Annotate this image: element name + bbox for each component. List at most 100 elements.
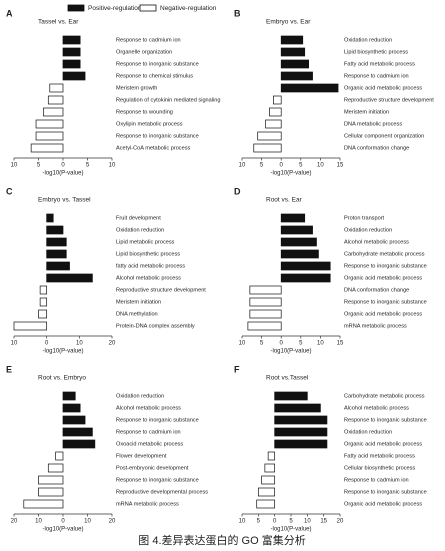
category-label: Reproductive structure development bbox=[344, 97, 434, 103]
bar bbox=[280, 249, 319, 259]
category-label: Response to inorganic substance bbox=[344, 263, 427, 269]
bar bbox=[274, 427, 328, 437]
bar bbox=[256, 499, 276, 509]
bar bbox=[62, 47, 81, 57]
category-label: Organic acid metabolic process bbox=[344, 311, 422, 317]
category-label: Post-embryonic development bbox=[116, 465, 189, 471]
category-label: Lipid biosynthetic process bbox=[116, 251, 180, 257]
category-label: Organelle organization bbox=[116, 49, 172, 55]
x-tick-label: 15 bbox=[337, 341, 344, 347]
bar bbox=[46, 249, 67, 259]
category-label: Fruit development bbox=[116, 215, 161, 221]
category-label: Oxoacid metabolic process bbox=[116, 441, 183, 447]
x-tick-label: 0 bbox=[280, 163, 284, 169]
category-label: Response to cadmium ion bbox=[344, 477, 409, 483]
bar bbox=[38, 475, 64, 485]
bar bbox=[280, 261, 331, 271]
bar bbox=[38, 487, 64, 497]
category-label: Oxidation reduction bbox=[116, 393, 164, 399]
bar bbox=[253, 143, 282, 153]
bar bbox=[23, 499, 64, 509]
x-tick-label: 5 bbox=[37, 163, 41, 169]
category-label: Response to wounding bbox=[116, 109, 173, 115]
x-tick-label: 10 bbox=[304, 519, 311, 525]
bar bbox=[249, 285, 282, 295]
bar bbox=[49, 83, 64, 93]
category-label: Carbohydrate metabolic process bbox=[344, 393, 425, 399]
bar bbox=[273, 95, 282, 105]
category-label: Fatty acid metabolic process bbox=[344, 453, 415, 459]
category-label: Oxidation reduction bbox=[344, 227, 392, 233]
bar bbox=[280, 47, 306, 57]
bar bbox=[47, 95, 64, 105]
category-label: Cellular component organization bbox=[344, 133, 424, 139]
bar bbox=[47, 463, 64, 473]
panel-letter: A bbox=[6, 8, 13, 18]
category-label: Response to cadmium ion bbox=[344, 73, 409, 79]
legend-swatch bbox=[139, 4, 157, 12]
x-tick-label: 10 bbox=[317, 341, 324, 347]
panel-title: Tassel vs. Ear bbox=[38, 19, 79, 26]
category-label: mRNA metabolic process bbox=[344, 323, 407, 329]
bar bbox=[43, 107, 64, 117]
x-tick-label: 10 bbox=[239, 341, 246, 347]
bar bbox=[274, 403, 321, 413]
bar bbox=[39, 285, 48, 295]
bar bbox=[269, 107, 282, 117]
category-label: Response to cadmium ion bbox=[116, 37, 181, 43]
x-tick-label: 0 bbox=[45, 341, 49, 347]
x-tick-label: 10 bbox=[317, 163, 324, 169]
bar bbox=[62, 403, 81, 413]
x-tick-label: 20 bbox=[109, 519, 116, 525]
caption: 图 4.差异表达蛋白的 GO 富集分析 bbox=[138, 533, 305, 547]
category-label: Oxidation reduction bbox=[116, 227, 164, 233]
bar bbox=[280, 59, 309, 69]
x-tick-label: 5 bbox=[260, 163, 264, 169]
panel-letter: D bbox=[234, 186, 241, 196]
bar bbox=[274, 415, 328, 425]
bar bbox=[62, 71, 86, 81]
category-label: Oxidation reduction bbox=[344, 429, 392, 435]
panel-title: Root vs. Ear bbox=[266, 197, 303, 204]
category-label: Response to inorganic substance bbox=[116, 133, 199, 139]
x-tick-label: 15 bbox=[337, 163, 344, 169]
x-tick-label: 0 bbox=[280, 341, 284, 347]
x-tick-label: 20 bbox=[109, 341, 116, 347]
bar bbox=[247, 321, 282, 331]
bar bbox=[13, 321, 48, 331]
x-tick-label: 10 bbox=[239, 163, 246, 169]
x-tick-label: 5 bbox=[289, 519, 293, 525]
legend-label: Negative-regulation bbox=[160, 5, 217, 12]
category-label: Protein-DNA complex assembly bbox=[116, 323, 195, 329]
category-label: DNA metabolic process bbox=[344, 121, 402, 127]
bar bbox=[46, 237, 67, 247]
bar bbox=[35, 119, 64, 129]
panel-letter: C bbox=[6, 186, 13, 196]
category-label: Response to inorganic substance bbox=[116, 417, 199, 423]
category-label: Alcohol metabolic process bbox=[116, 405, 181, 411]
panel-title: Embryo vs. Tassel bbox=[38, 197, 91, 204]
x-tick-label: 0 bbox=[61, 519, 65, 525]
bar bbox=[62, 415, 86, 425]
x-tick-label: 20 bbox=[11, 519, 18, 525]
bar bbox=[46, 225, 64, 235]
category-label: Response to cadmium ion bbox=[116, 429, 181, 435]
category-label: Organic acid metabolic process bbox=[344, 501, 422, 507]
bar bbox=[35, 131, 64, 141]
category-label: Cellular biosynthetic process bbox=[344, 465, 415, 471]
category-label: Organic acid metabolic process bbox=[344, 85, 422, 91]
x-tick-label: 10 bbox=[35, 519, 42, 525]
x-tick-label: 20 bbox=[337, 519, 344, 525]
bar bbox=[62, 427, 93, 437]
category-label: Lipid biosynthetic process bbox=[344, 49, 408, 55]
bar bbox=[249, 309, 282, 319]
category-label: Response to inorganic substance bbox=[344, 299, 427, 305]
bar bbox=[280, 225, 313, 235]
category-label: Lipid metabolic process bbox=[116, 239, 175, 245]
category-label: fatty acid metabolic process bbox=[116, 263, 185, 269]
x-axis-label: -log10(P-value) bbox=[270, 527, 311, 533]
legend-swatch bbox=[67, 4, 85, 12]
bar bbox=[280, 273, 331, 283]
bar bbox=[30, 143, 64, 153]
